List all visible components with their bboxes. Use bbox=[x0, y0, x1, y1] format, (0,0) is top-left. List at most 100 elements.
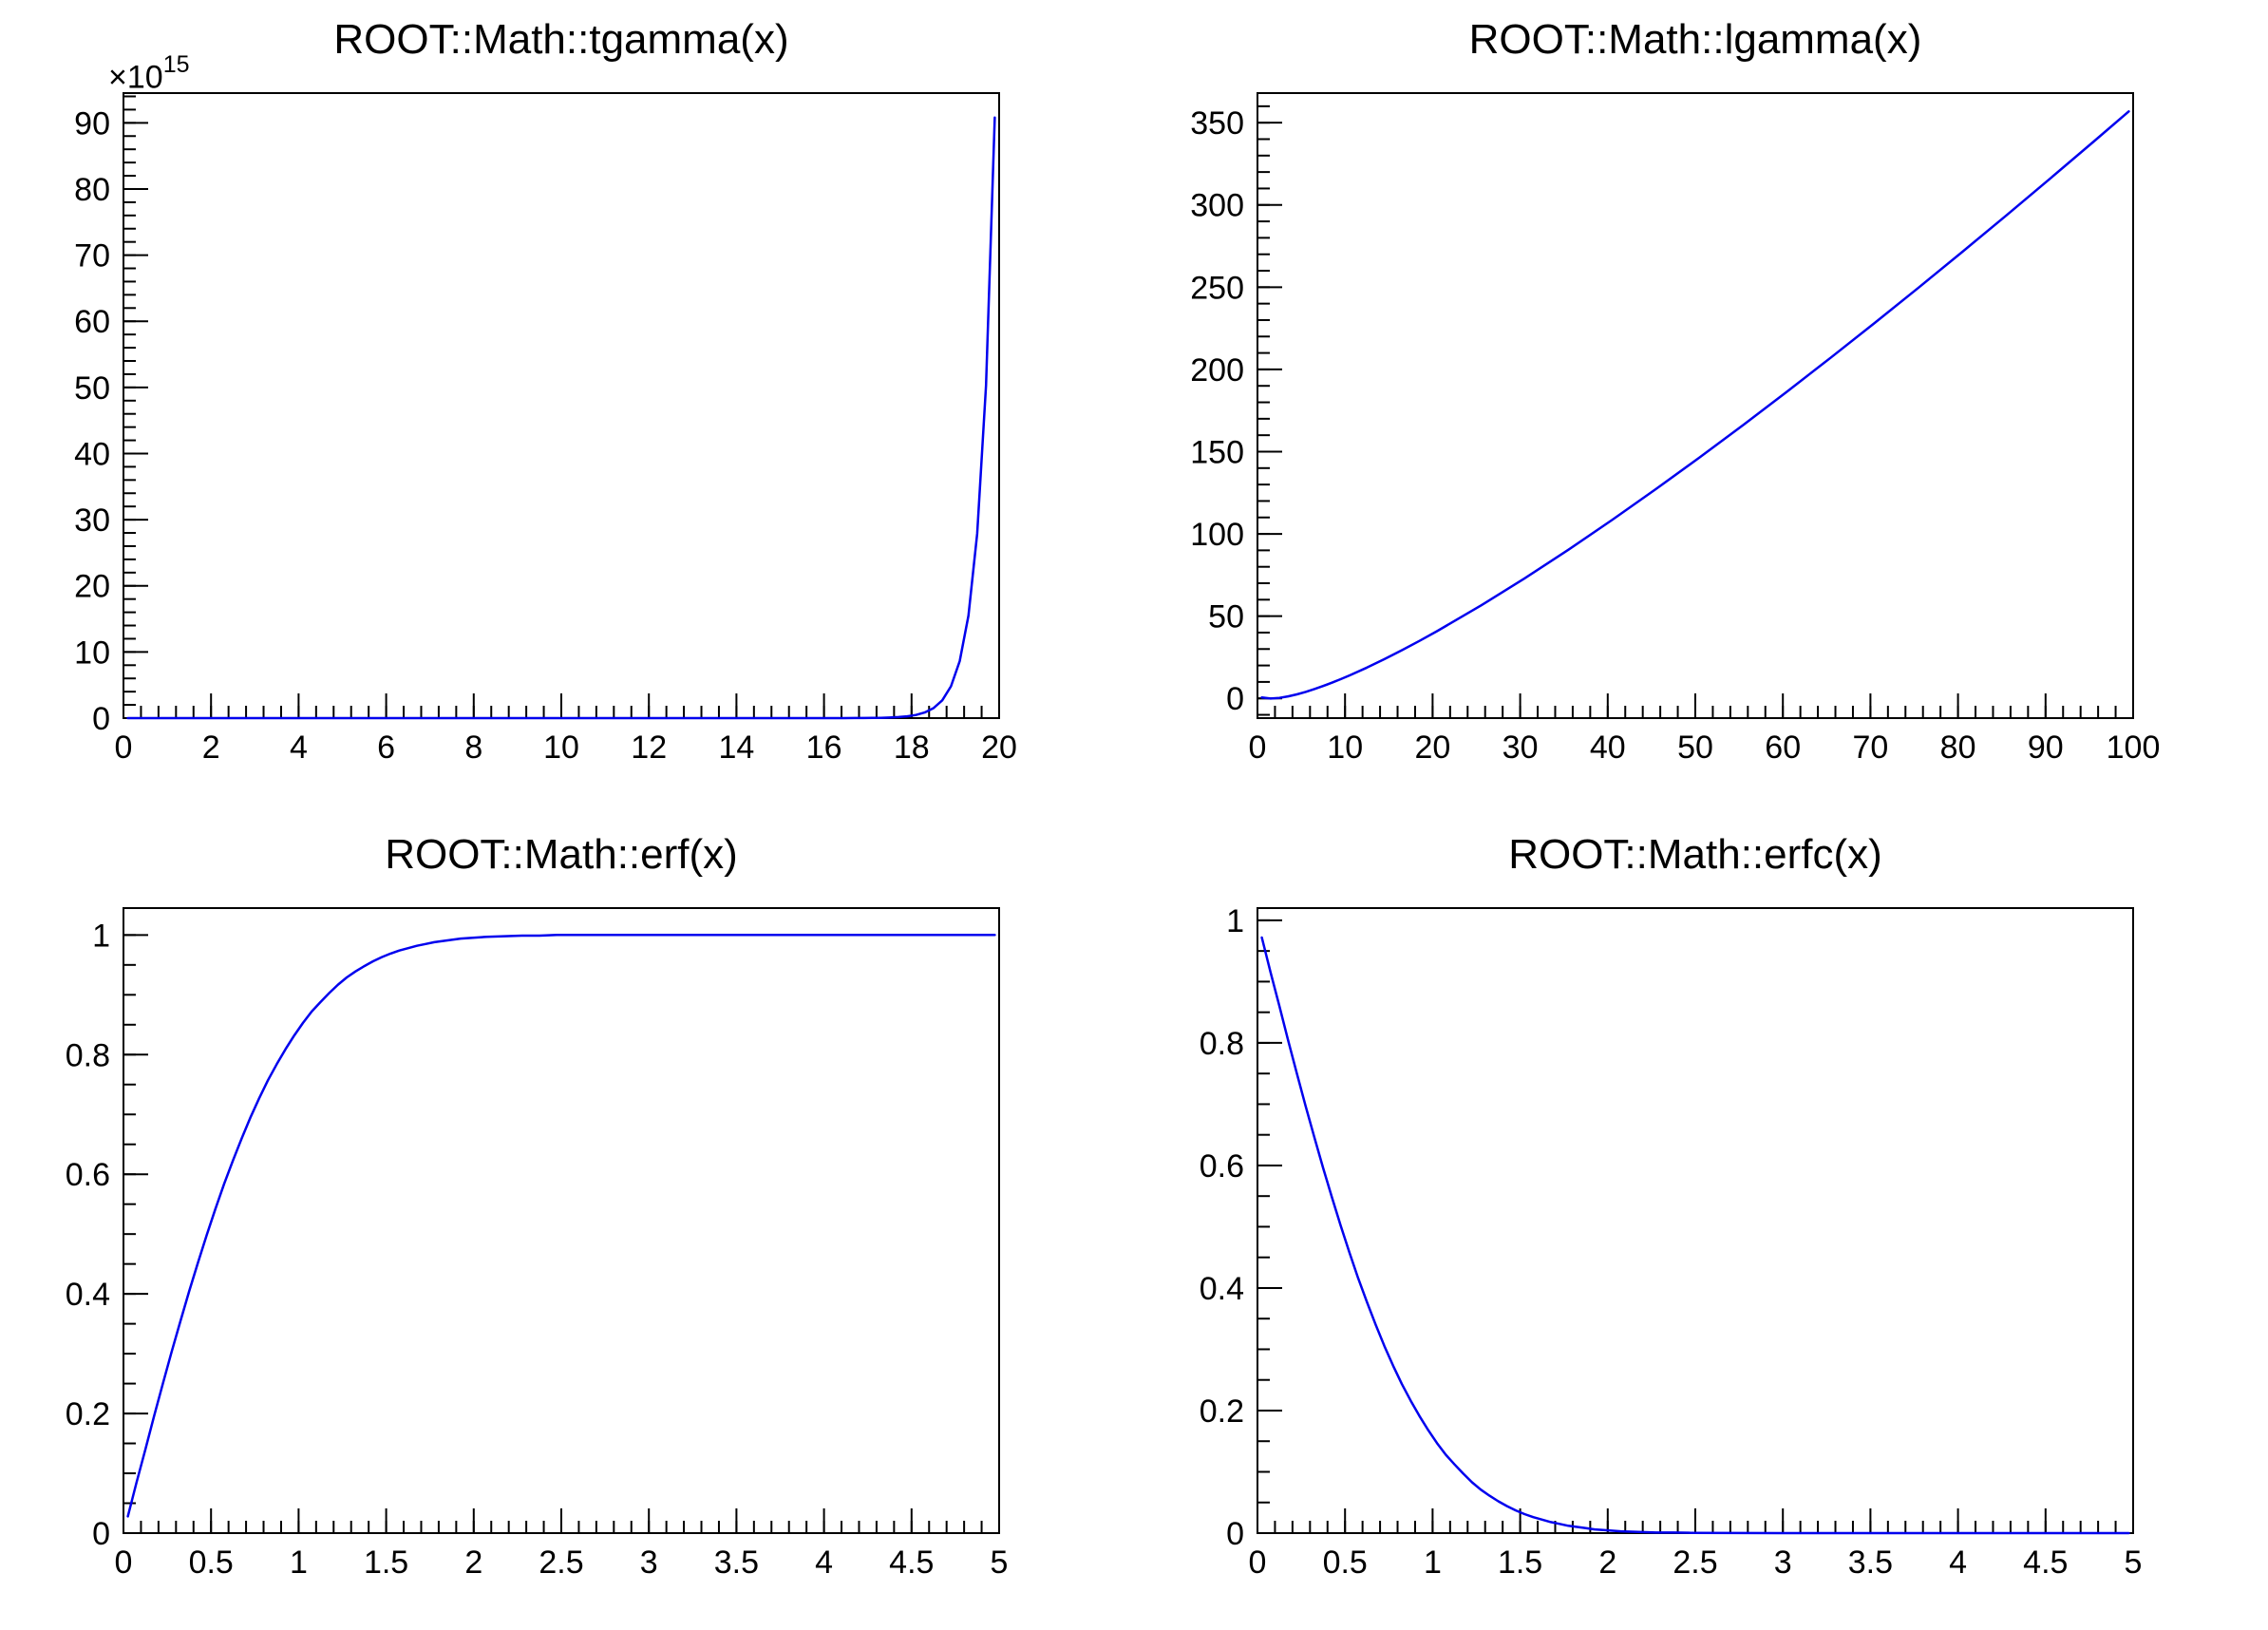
x-tick-label: 20 bbox=[981, 730, 1017, 766]
y-tick-label: 40 bbox=[74, 436, 110, 472]
pad-tgamma: ROOT::Math::tgamma(x) ×1015 0 2 4 6 8 10 12 14 1… bbox=[0, 0, 1134, 815]
y-tick-label: 250 bbox=[1190, 270, 1244, 306]
x-tick-label: 2.5 bbox=[1673, 1545, 1717, 1581]
plot-frame bbox=[1257, 907, 2134, 1534]
x-axis: 0 0.5 1 1.5 2 2.5 3 3.5 4 4.5 5 bbox=[1249, 1508, 2143, 1581]
x-tick-label: 70 bbox=[1852, 730, 1888, 766]
x-tick-label: 12 bbox=[631, 730, 667, 766]
x-tick-label: 6 bbox=[377, 730, 395, 766]
x-tick-label: 18 bbox=[894, 730, 930, 766]
x-tick-label: 10 bbox=[543, 730, 579, 766]
y-tick-label: 50 bbox=[74, 370, 110, 407]
y-tick-label: 0.6 bbox=[66, 1157, 110, 1193]
x-tick-label: 10 bbox=[1327, 730, 1363, 766]
x-tick-label: 3.5 bbox=[714, 1545, 759, 1581]
x-tick-label: 20 bbox=[1414, 730, 1450, 766]
plot-frame bbox=[123, 907, 1000, 1534]
x-tick-label: 1 bbox=[290, 1545, 308, 1581]
x-tick-label: 4 bbox=[290, 730, 308, 766]
x-tick-label: 3 bbox=[640, 1545, 658, 1581]
x-tick-label: 50 bbox=[1677, 730, 1713, 766]
lgamma-plot-area: 0 10 20 30 40 50 60 70 80 90 100 0 50 100 150 200 250 300… bbox=[1190, 92, 2161, 766]
x-tick-label: 2.5 bbox=[539, 1545, 583, 1581]
y-tick-label: 350 bbox=[1190, 105, 1244, 142]
x-tick-label: 0 bbox=[1249, 1545, 1267, 1581]
y-tick-label: 20 bbox=[74, 569, 110, 605]
x-tick-label: 5 bbox=[2125, 1545, 2143, 1581]
plot-title-erf: ROOT::Math::erf(x) bbox=[385, 831, 738, 878]
function-curve bbox=[1260, 110, 2130, 700]
y-axis: 0 10 20 30 40 50 60 70 80 90 bbox=[74, 95, 148, 737]
x-tick-label: 90 bbox=[2028, 730, 2064, 766]
exponent-power: 15 bbox=[162, 51, 190, 78]
y-axis: 0 50 100 150 200 250 300 350 bbox=[1190, 104, 1282, 717]
x-tick-label: 80 bbox=[1940, 730, 1976, 766]
y-tick-label: 0 bbox=[1226, 1516, 1244, 1552]
y-tick-label: 90 bbox=[74, 105, 110, 142]
y-tick-label: 0.8 bbox=[66, 1037, 110, 1073]
x-tick-label: 8 bbox=[464, 730, 482, 766]
y-tick-label: 0 bbox=[92, 1516, 110, 1552]
y-tick-label: 10 bbox=[74, 635, 110, 671]
y-tick-label: 70 bbox=[74, 238, 110, 275]
plot-frame bbox=[1257, 92, 2134, 719]
plot-frame bbox=[123, 92, 1000, 719]
x-tick-label: 0 bbox=[115, 1545, 133, 1581]
y-tick-label: 0.4 bbox=[66, 1277, 110, 1313]
function-curve bbox=[1260, 936, 2130, 1535]
y-tick-label: 0 bbox=[92, 701, 110, 737]
plot-title-tgamma: ROOT::Math::tgamma(x) bbox=[333, 16, 789, 63]
plot-title-erfc: ROOT::Math::erfc(x) bbox=[1508, 831, 1882, 878]
x-tick-label: 30 bbox=[1503, 730, 1539, 766]
pad-erf: ROOT::Math::erf(x) 0 0.5 1 1.5 2 2.5 3 3.5 4 4.5 5… bbox=[0, 815, 1134, 1630]
y-axis: 0 0.2 0.4 0.6 0.8 1 bbox=[66, 918, 148, 1552]
pad-erfc: ROOT::Math::erfc(x) 0 0.5 1 1.5 2 2.5 3 3.5 4 4.5… bbox=[1134, 815, 2268, 1630]
erf-plot-area: 0 0.5 1 1.5 2 2.5 3 3.5 4 4.5 5 0 0.2 0.4 0.6 0.8 1 bbox=[66, 907, 1009, 1581]
y-tick-label: 300 bbox=[1190, 188, 1244, 224]
x-tick-label: 3 bbox=[1774, 1545, 1792, 1581]
function-curve bbox=[126, 116, 996, 720]
x-tick-label: 4.5 bbox=[2023, 1545, 2068, 1581]
tgamma-plot-area: 0 2 4 6 8 10 12 14 16 18 20 0 10 20 30 40 50 60 70 80 90 bbox=[74, 92, 1017, 766]
y-tick-label: 60 bbox=[74, 304, 110, 340]
x-tick-label: 1.5 bbox=[1498, 1545, 1542, 1581]
y-tick-label: 0 bbox=[1226, 681, 1244, 717]
x-tick-label: 5 bbox=[991, 1545, 1009, 1581]
x-axis: 0 0.5 1 1.5 2 2.5 3 3.5 4 4.5 5 bbox=[115, 1508, 1009, 1581]
y-tick-label: 0.8 bbox=[1200, 1026, 1244, 1062]
y-tick-label: 100 bbox=[1190, 517, 1244, 553]
x-axis: 0 2 4 6 8 10 12 14 16 18 20 bbox=[115, 693, 1017, 766]
y-axis: 0 0.2 0.4 0.6 0.8 1 bbox=[1200, 903, 1282, 1552]
y-tick-label: 0.2 bbox=[66, 1396, 110, 1432]
y-axis-exponent-label: ×1015 bbox=[108, 51, 190, 96]
x-tick-label: 2 bbox=[1598, 1545, 1616, 1581]
x-tick-label: 4 bbox=[815, 1545, 833, 1581]
x-tick-label: 0 bbox=[1249, 730, 1267, 766]
erfc-plot-area: 0 0.5 1 1.5 2 2.5 3 3.5 4 4.5 5 0 0.2 0.4 0.6 0.8 1 bbox=[1200, 903, 2143, 1581]
x-tick-label: 60 bbox=[1765, 730, 1801, 766]
y-tick-label: 0.2 bbox=[1200, 1393, 1244, 1430]
y-tick-label: 0.6 bbox=[1200, 1148, 1244, 1185]
x-tick-label: 1.5 bbox=[364, 1545, 408, 1581]
x-tick-label: 14 bbox=[718, 730, 754, 766]
x-tick-label: 3.5 bbox=[1848, 1545, 1893, 1581]
x-tick-label: 0 bbox=[115, 730, 133, 766]
y-tick-label: 0.4 bbox=[1200, 1271, 1244, 1307]
x-tick-label: 40 bbox=[1590, 730, 1626, 766]
x-tick-label: 0.5 bbox=[189, 1545, 234, 1581]
x-tick-label: 4.5 bbox=[889, 1545, 934, 1581]
y-tick-label: 50 bbox=[1208, 599, 1244, 635]
x-tick-label: 4 bbox=[1949, 1545, 1967, 1581]
x-tick-label: 2 bbox=[464, 1545, 482, 1581]
y-tick-label: 150 bbox=[1190, 434, 1244, 470]
plot-title-lgamma: ROOT::Math::lgamma(x) bbox=[1468, 16, 1922, 63]
x-tick-label: 1 bbox=[1424, 1545, 1442, 1581]
x-tick-label: 2 bbox=[202, 730, 220, 766]
x-tick-label: 100 bbox=[2107, 730, 2161, 766]
y-tick-label: 200 bbox=[1190, 352, 1244, 389]
x-tick-label: 0.5 bbox=[1323, 1545, 1368, 1581]
function-curve bbox=[126, 934, 996, 1518]
y-tick-label: 80 bbox=[74, 172, 110, 208]
pad-lgamma: ROOT::Math::lgamma(x) 0 10 20 30 40 50 60 70 80 9… bbox=[1134, 0, 2268, 815]
